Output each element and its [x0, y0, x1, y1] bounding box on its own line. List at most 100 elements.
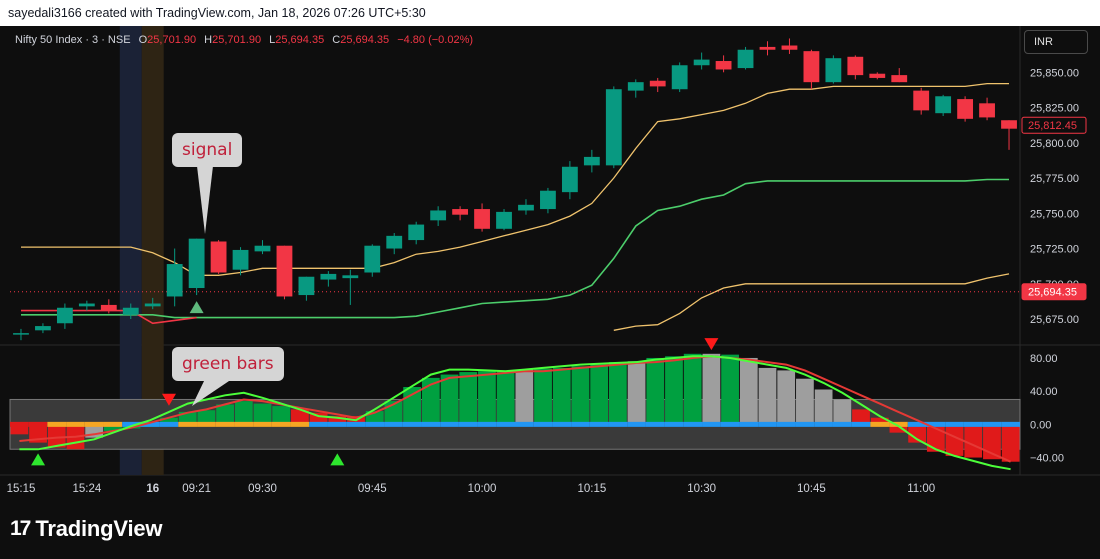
histogram-bar	[1001, 424, 1020, 462]
oscillator-tick-label: −40.00	[1030, 453, 1064, 465]
candle-body	[430, 210, 447, 221]
candle	[869, 72, 886, 80]
candle-body	[232, 249, 249, 270]
candle-body	[342, 275, 359, 279]
histogram-bar	[683, 353, 702, 425]
time-tick-label: 09:30	[248, 483, 277, 495]
buy-triangle-marker	[31, 453, 46, 466]
histogram-bar	[160, 417, 178, 425]
candle-body	[605, 89, 622, 166]
signal-callout-pointer	[197, 166, 213, 234]
candle	[825, 55, 842, 84]
histogram-bar	[496, 370, 515, 425]
candle-body	[144, 303, 161, 307]
candle	[935, 94, 952, 117]
price-tick-label: 25,825.00	[1030, 103, 1079, 115]
histogram-bar	[739, 357, 758, 425]
close-value: 25,694.35	[340, 34, 390, 46]
histogram-bar	[328, 416, 347, 425]
candle-body	[957, 99, 974, 119]
histogram-bar	[403, 387, 422, 425]
sell-triangle-marker	[161, 393, 176, 406]
change-value: −4.80 (−0.02%)	[397, 34, 474, 46]
time-tick-label: 09:21	[182, 483, 211, 495]
candle	[408, 221, 425, 245]
histogram-bar	[945, 424, 964, 456]
histogram-bar	[272, 406, 291, 425]
candle-body	[891, 75, 908, 83]
histogram-bar	[721, 354, 739, 425]
candle-body	[100, 304, 117, 311]
price-tick-label: 25,750.00	[1030, 208, 1079, 220]
candle	[166, 248, 183, 307]
histogram-bar	[309, 412, 328, 425]
buy-triangle-marker	[330, 453, 345, 466]
candle-body	[386, 235, 403, 249]
candle-body	[979, 103, 995, 118]
histogram-bar	[478, 371, 496, 425]
chart-credit: sayedali3166 created with TradingView.co…	[0, 0, 1100, 26]
candle-body	[408, 224, 425, 241]
candle-body	[474, 209, 490, 229]
candle-body	[166, 264, 183, 297]
histogram-bar	[646, 357, 665, 425]
candle	[891, 68, 908, 83]
histogram-bar	[852, 409, 870, 425]
oscillator-tick-label: 40.00	[1030, 386, 1058, 398]
histogram-bar	[197, 410, 216, 425]
histogram-bar	[10, 424, 29, 435]
candle-body	[869, 73, 886, 78]
candle	[100, 299, 117, 314]
candle	[35, 323, 51, 334]
candle-body	[803, 51, 820, 83]
histogram-bar	[889, 424, 908, 433]
histogram-bar	[421, 377, 440, 425]
open-value: 25,701.90	[147, 34, 197, 46]
candle	[474, 203, 490, 232]
candle	[122, 303, 139, 320]
candle-body	[759, 46, 776, 50]
candle	[979, 97, 995, 121]
price-chart[interactable]: 25,675.0025,700.0025,725.0025,750.0025,7…	[0, 26, 1100, 559]
candle	[13, 328, 29, 341]
candle-body	[78, 303, 95, 307]
candle	[759, 41, 776, 56]
histogram-bar	[253, 403, 272, 425]
upper-band-line	[21, 82, 1009, 276]
currency-button[interactable]: INR	[1024, 30, 1088, 54]
histogram-bar	[216, 404, 234, 425]
price-tag-prev-box	[1021, 116, 1087, 134]
lower-band-line	[613, 273, 1010, 331]
histogram-bar	[908, 424, 927, 443]
candle-body	[847, 56, 864, 76]
session-band-blue	[119, 26, 142, 475]
histogram-bar	[702, 353, 721, 425]
price-tag-prev: 25,812.45	[1028, 120, 1077, 132]
oscillator-tick-label: 0.00	[1030, 419, 1051, 431]
candle	[913, 87, 930, 115]
time-tick-label: 15:15	[7, 483, 36, 495]
candle	[957, 96, 974, 122]
candle	[649, 77, 666, 93]
candle-body	[364, 245, 381, 273]
tradingview-wordmark: TradingView	[35, 516, 163, 541]
time-tick-label: 09:45	[358, 483, 387, 495]
candle	[715, 55, 732, 73]
histogram-bar	[758, 367, 777, 425]
histogram-bar	[103, 424, 122, 431]
tradingview-logo: 17 TradingView	[10, 516, 163, 542]
oscillator-fast-line	[19, 355, 1011, 471]
candle	[1001, 120, 1017, 150]
histogram-bar	[814, 389, 833, 425]
candle-body	[320, 273, 337, 280]
histogram-bar	[234, 401, 253, 425]
candle	[781, 38, 798, 54]
candle	[583, 149, 600, 173]
price-tag-last: 25,694.35	[1028, 287, 1077, 299]
candle-body	[56, 307, 73, 324]
candle	[671, 62, 688, 93]
low-value: 25,694.35	[275, 34, 325, 46]
price-tick-label: 25,675.00	[1030, 314, 1079, 326]
candle	[452, 206, 469, 221]
candle-body	[693, 59, 710, 66]
